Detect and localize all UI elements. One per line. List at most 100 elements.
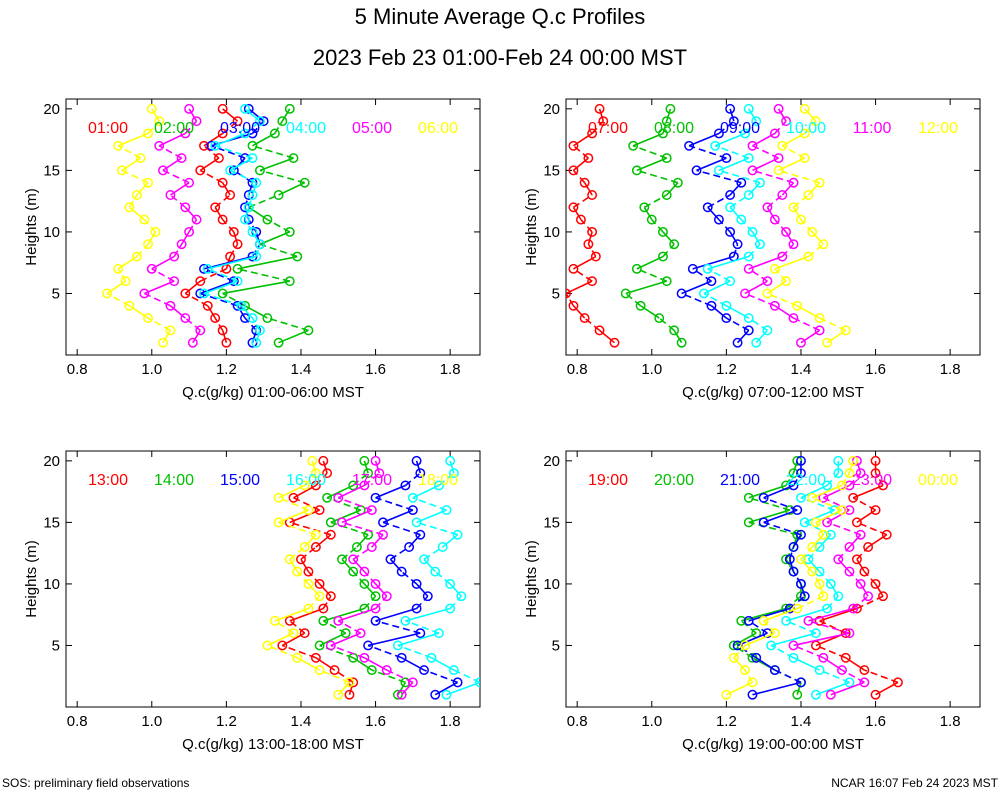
series-segment (184, 120, 198, 134)
series-segment (173, 243, 183, 257)
series-segment (405, 607, 451, 622)
series-segment (337, 497, 373, 511)
y-axis-label: Heights (m) (23, 188, 40, 266)
data-point (796, 337, 806, 348)
series-segment (662, 120, 668, 134)
series-segment (566, 293, 575, 307)
data-point (314, 578, 325, 589)
data-point (404, 542, 415, 552)
data-point (277, 116, 288, 127)
series-segment (281, 108, 291, 122)
data-point (788, 652, 799, 663)
data-point (568, 263, 579, 274)
data-point (318, 615, 329, 626)
data-point (796, 214, 806, 225)
series-segment (740, 620, 757, 634)
series-segment (169, 182, 190, 196)
data-point (240, 103, 250, 114)
series-segment (423, 558, 436, 573)
profile-panel-2: 0.8 1.0 1.2 1.4 1.6 1.8 5 10 15 20 Q.c(g/kg) 07:00… (523, 98, 981, 401)
series-segment (662, 243, 675, 258)
series-segment (848, 460, 854, 474)
series-segment (718, 169, 761, 184)
x-tick-label: 0.8 (567, 713, 588, 730)
data-point (747, 165, 758, 176)
series-segment (449, 583, 462, 597)
series-segment (692, 255, 735, 270)
data-point (788, 313, 799, 324)
x-tick-label: 1.4 (291, 361, 312, 378)
series-segment (819, 571, 832, 585)
data-point (329, 665, 340, 676)
series-segment (136, 243, 149, 258)
data-point (176, 239, 187, 250)
series-segment (144, 280, 175, 295)
series-segment (236, 305, 246, 319)
series-segment (573, 194, 593, 208)
series-segment (255, 330, 261, 343)
series-segment (688, 145, 727, 159)
data-point (672, 177, 683, 188)
data-point (814, 542, 825, 552)
series-segment (763, 607, 798, 622)
series-segment (117, 268, 127, 282)
data-point (318, 603, 329, 614)
x-tick-label: 1.0 (141, 713, 162, 730)
series-segment (729, 231, 739, 245)
series-segment (777, 108, 787, 122)
data-point (139, 288, 150, 299)
data-point (381, 591, 392, 602)
data-point (840, 628, 851, 639)
series-segment (375, 607, 417, 622)
data-point (740, 640, 750, 651)
data-point (366, 505, 377, 516)
x-tick-label: 1.4 (791, 713, 812, 730)
data-point (825, 529, 836, 540)
series-segment (252, 145, 294, 159)
series-segment (572, 169, 586, 184)
data-point (199, 140, 209, 151)
data-point (837, 505, 847, 516)
y-tick-label: 10 (43, 224, 60, 241)
data-point (747, 677, 758, 688)
series-segment (251, 243, 261, 257)
series-segment (128, 194, 138, 208)
data-point (441, 689, 452, 700)
data-point (807, 226, 818, 237)
series-segment (755, 329, 768, 344)
legend-label-0500: 05:00 (352, 120, 392, 137)
data-point (844, 677, 855, 688)
data-point (732, 239, 743, 250)
series-segment (748, 484, 787, 499)
data-point (299, 480, 310, 491)
series-segment (752, 681, 802, 696)
data-point (870, 455, 881, 466)
series-segment (874, 583, 884, 597)
series-segment (207, 305, 216, 319)
data-point (691, 165, 702, 176)
series-segment (640, 305, 660, 319)
data-point (363, 640, 374, 651)
series-segment (151, 108, 160, 122)
series-segment (251, 317, 261, 331)
data-point (844, 505, 855, 516)
data-point (777, 251, 788, 262)
data-point (777, 140, 788, 151)
data-point (825, 689, 836, 700)
data-point (728, 652, 739, 663)
data-point (415, 468, 426, 479)
data-point (818, 529, 829, 540)
data-point (684, 140, 695, 151)
data-point (579, 177, 590, 188)
data-point (430, 566, 441, 577)
data-point (747, 226, 758, 237)
series-segment (319, 644, 354, 659)
data-point (228, 226, 239, 237)
x-tick-label: 1.0 (141, 361, 162, 378)
series-segment (673, 329, 683, 344)
data-point (788, 177, 799, 188)
series-segment (207, 268, 238, 282)
y-tick-label: 5 (552, 285, 560, 302)
series-segment (449, 595, 462, 610)
series-segment (822, 657, 843, 671)
